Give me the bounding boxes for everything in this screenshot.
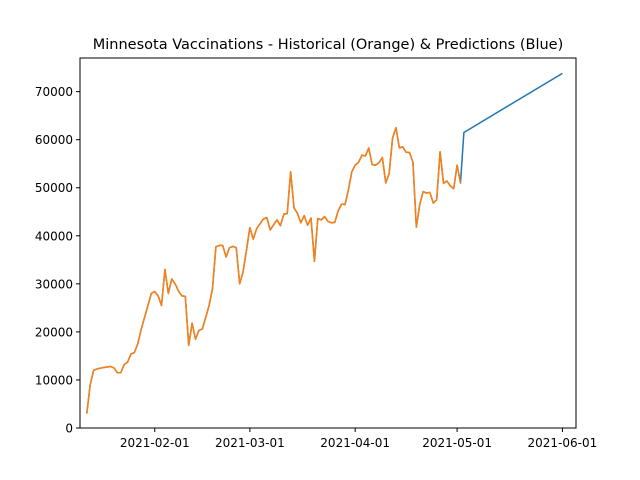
x-axis: 2021-02-01 2021-03-01 2021-04-01 2021-05-01… [120,428,597,450]
y-tick-label: 10000 [35,373,73,387]
y-tick-label: 30000 [35,277,73,291]
y-tick-label: 20000 [35,325,73,339]
plot-frame [79,57,577,429]
x-tick-label: 2021-02-01 [120,436,190,450]
series-line-historical [86,126,462,414]
y-tick-label: 70000 [35,85,73,99]
y-tick-label: 0 [65,422,73,436]
x-tick-label: 2021-05-01 [422,436,492,450]
y-tick-label: 60000 [35,133,73,147]
x-tick-label: 2021-04-01 [320,436,390,450]
y-tick-label: 40000 [35,229,73,243]
y-tick-label: 50000 [35,181,73,195]
plot-series [86,72,563,414]
x-tick-label: 2021-03-01 [215,436,285,450]
y-axis: 0 10000 20000 30000 40000 50000 60000 70000 [35,85,80,436]
x-tick-label: 2021-06-01 [528,436,598,450]
chart-title: Minnesota Vaccinations - Historical (Ora… [93,37,564,53]
